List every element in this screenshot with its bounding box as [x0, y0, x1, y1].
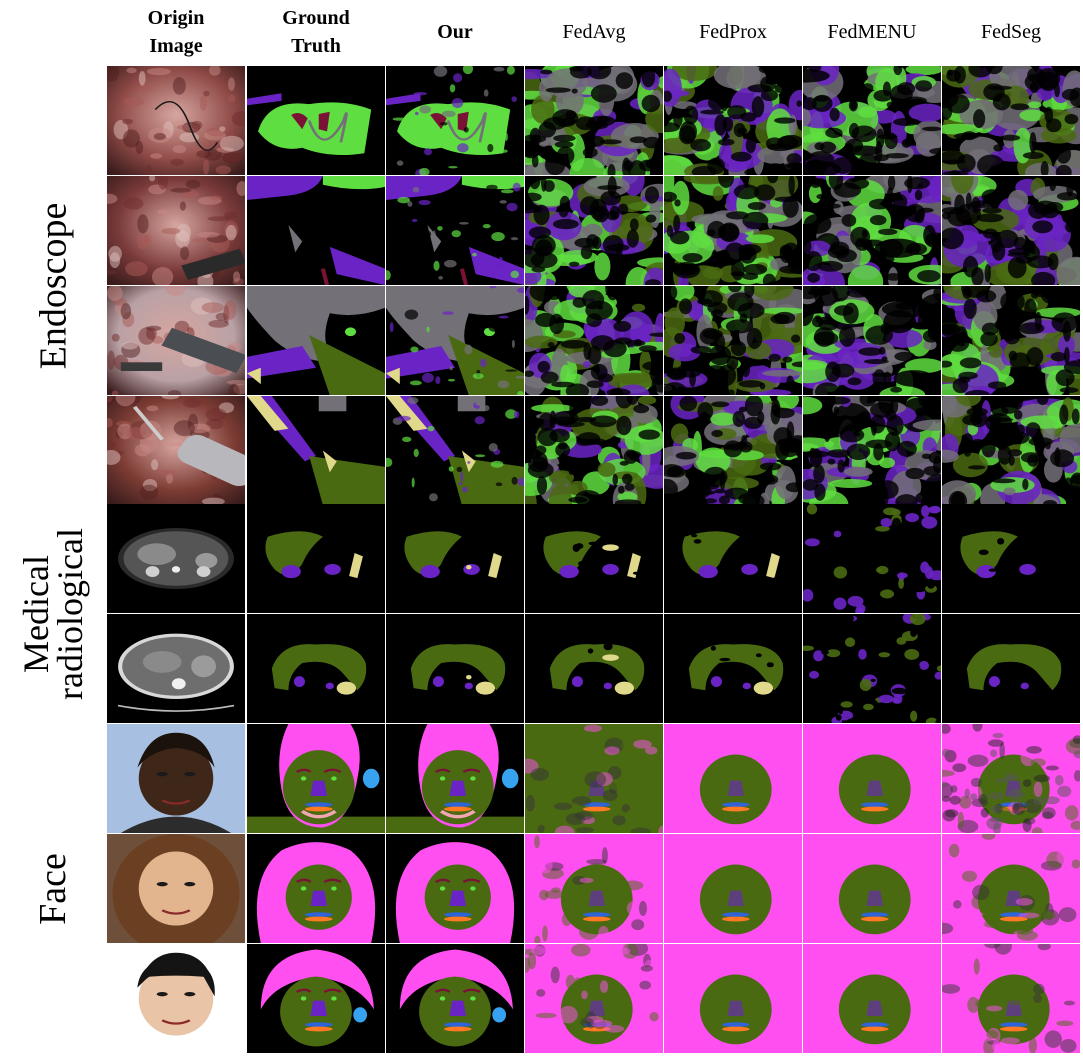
image-endoscope-row4-fedprox — [664, 396, 802, 505]
image-endoscope-row2-fedmenu — [803, 176, 941, 285]
image-endoscope-row2-fedseg — [942, 176, 1080, 285]
image-radiological-row6-origin — [107, 614, 245, 723]
image-endoscope-row2-gt — [247, 176, 385, 285]
image-radiological-row5-fedmenu — [803, 504, 941, 613]
image-face-row9-gt — [247, 944, 385, 1053]
column-header-fedseg: FedSeg — [981, 21, 1041, 43]
image-face-row9-our — [386, 944, 524, 1053]
image-radiological-row6-fedseg — [942, 614, 1080, 723]
image-endoscope-row2-origin — [107, 176, 245, 285]
image-endoscope-row1-fedavg — [525, 66, 663, 175]
image-radiological-row6-fedavg — [525, 614, 663, 723]
image-face-row8-fedseg — [942, 834, 1080, 943]
column-header-fedprox: FedProx — [699, 21, 767, 43]
image-endoscope-row4-fedseg — [942, 396, 1080, 505]
image-endoscope-row3-gt — [247, 286, 385, 395]
image-endoscope-row1-gt — [247, 66, 385, 175]
image-endoscope-row1-fedprox — [664, 66, 802, 175]
image-face-row7-fedmenu — [803, 724, 941, 833]
image-endoscope-row1-fedmenu — [803, 66, 941, 175]
row-group-label-text: Face — [31, 852, 74, 925]
image-endoscope-row4-our — [386, 396, 524, 505]
image-face-row8-fedmenu — [803, 834, 941, 943]
image-radiological-row6-our — [386, 614, 524, 723]
row-group-label: Medical radiological — [0, 504, 106, 723]
image-radiological-row6-fedmenu — [803, 614, 941, 723]
image-face-row8-origin — [107, 834, 245, 943]
image-face-row7-fedavg — [525, 724, 663, 833]
column-header-origin: Origin Image — [147, 7, 205, 57]
row-group-label: Endoscope — [0, 66, 106, 505]
image-face-row7-gt — [247, 724, 385, 833]
image-radiological-row5-fedavg — [525, 504, 663, 613]
image-endoscope-row3-fedseg — [942, 286, 1080, 395]
image-endoscope-row4-fedmenu — [803, 396, 941, 505]
image-face-row8-fedprox — [664, 834, 802, 943]
image-face-row9-fedmenu — [803, 944, 941, 1053]
image-endoscope-row4-origin — [107, 396, 245, 505]
image-endoscope-row2-fedprox — [664, 176, 802, 285]
image-face-row8-our — [386, 834, 524, 943]
image-endoscope-row3-origin — [107, 286, 245, 395]
image-endoscope-row1-origin — [107, 66, 245, 175]
image-endoscope-row1-fedseg — [942, 66, 1080, 175]
row-group-label-text: Endoscope — [32, 202, 75, 369]
row-group-label-text: Medical radiological — [16, 527, 90, 700]
image-face-row9-fedseg — [942, 944, 1080, 1053]
image-endoscope-row4-gt — [247, 396, 385, 505]
image-endoscope-row2-fedavg — [525, 176, 663, 285]
column-header-fedmenu: FedMENU — [827, 21, 917, 43]
image-face-row8-fedavg — [525, 834, 663, 943]
image-face-row9-fedprox — [664, 944, 802, 1053]
image-radiological-row5-fedseg — [942, 504, 1080, 613]
image-endoscope-row1-our — [386, 66, 524, 175]
image-face-row7-fedprox — [664, 724, 802, 833]
image-radiological-row5-gt — [247, 504, 385, 613]
column-header-gt: Ground Truth — [282, 7, 350, 57]
image-face-row9-fedavg — [525, 944, 663, 1053]
image-endoscope-row2-our — [386, 176, 524, 285]
image-radiological-row5-fedprox — [664, 504, 802, 613]
image-face-row7-origin — [107, 724, 245, 833]
image-face-row8-gt — [247, 834, 385, 943]
image-endoscope-row3-fedavg — [525, 286, 663, 395]
image-endoscope-row3-our — [386, 286, 524, 395]
column-header-fedavg: FedAvg — [562, 21, 626, 43]
image-radiological-row5-our — [386, 504, 524, 613]
image-endoscope-row3-fedmenu — [803, 286, 941, 395]
image-endoscope-row4-fedavg — [525, 396, 663, 505]
image-radiological-row6-gt — [247, 614, 385, 723]
image-radiological-row6-fedprox — [664, 614, 802, 723]
image-face-row9-origin — [107, 944, 245, 1053]
column-header-our: Our — [437, 21, 473, 43]
image-face-row7-fedseg — [942, 724, 1080, 833]
image-face-row7-our — [386, 724, 524, 833]
row-group-label: Face — [0, 724, 106, 1053]
image-endoscope-row3-fedprox — [664, 286, 802, 395]
image-radiological-row5-origin — [107, 504, 245, 613]
